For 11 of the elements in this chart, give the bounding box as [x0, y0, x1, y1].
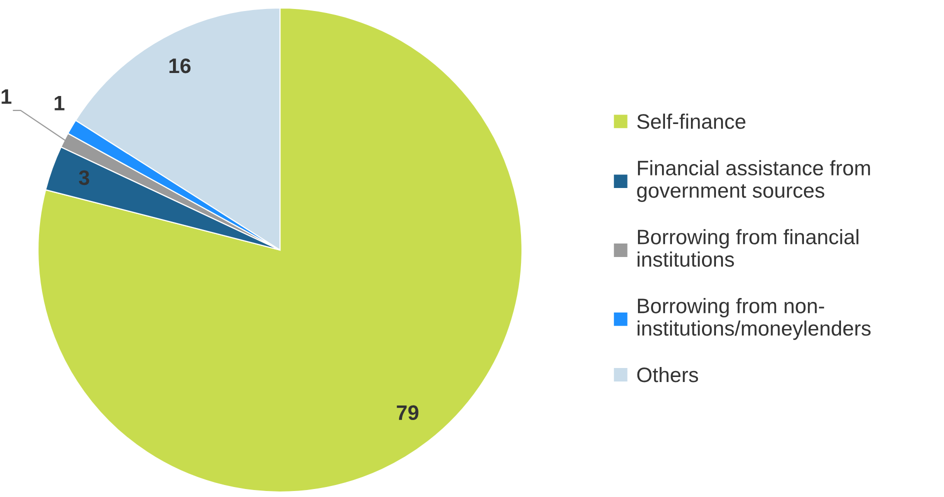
- pie-slice: [37, 7, 523, 493]
- legend-label: Others: [637, 366, 698, 382]
- data-label: 1: [54, 96, 64, 110]
- legend-label: Borrowing from non- institutions/moneylenders: [638, 298, 871, 340]
- data-label: 79: [396, 405, 418, 420]
- legend-label: Financial assistance from government sources: [637, 160, 870, 202]
- legend-label: Borrowing from financial institutions: [638, 229, 858, 267]
- data-label: 3: [78, 170, 90, 186]
- data-label: 1: [2, 89, 12, 104]
- legend-label: Self-finance: [637, 114, 746, 129]
- data-label: 16: [169, 58, 191, 74]
